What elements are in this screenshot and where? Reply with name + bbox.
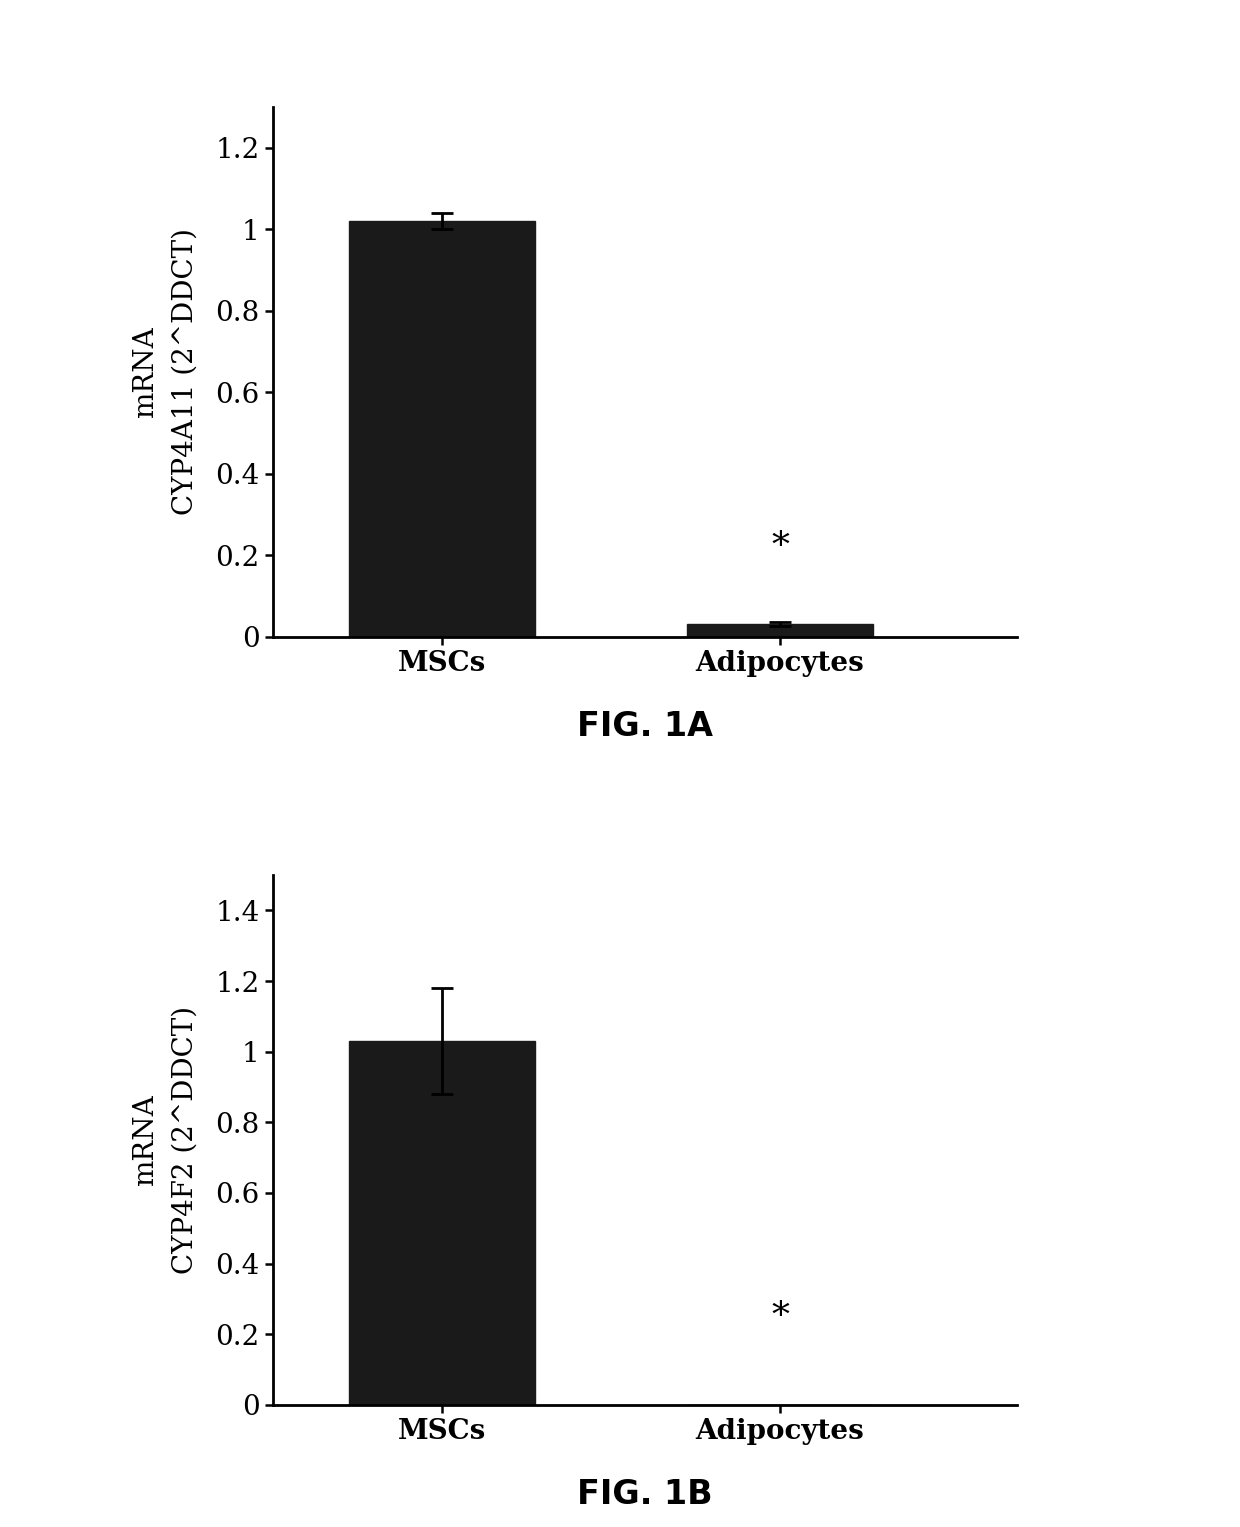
Text: FIG. 1A: FIG. 1A — [577, 710, 713, 744]
Y-axis label: mRNA
CYP4F2 (2^DDCT): mRNA CYP4F2 (2^DDCT) — [133, 1006, 198, 1274]
Y-axis label: mRNA
CYP4A11 (2^DDCT): mRNA CYP4A11 (2^DDCT) — [133, 228, 198, 515]
Bar — [687, 625, 873, 637]
Text: FIG. 1B: FIG. 1B — [577, 1478, 713, 1512]
Text: *: * — [771, 530, 789, 563]
Bar — [348, 221, 534, 637]
Text: *: * — [771, 1299, 789, 1333]
Bar — [348, 1041, 534, 1405]
